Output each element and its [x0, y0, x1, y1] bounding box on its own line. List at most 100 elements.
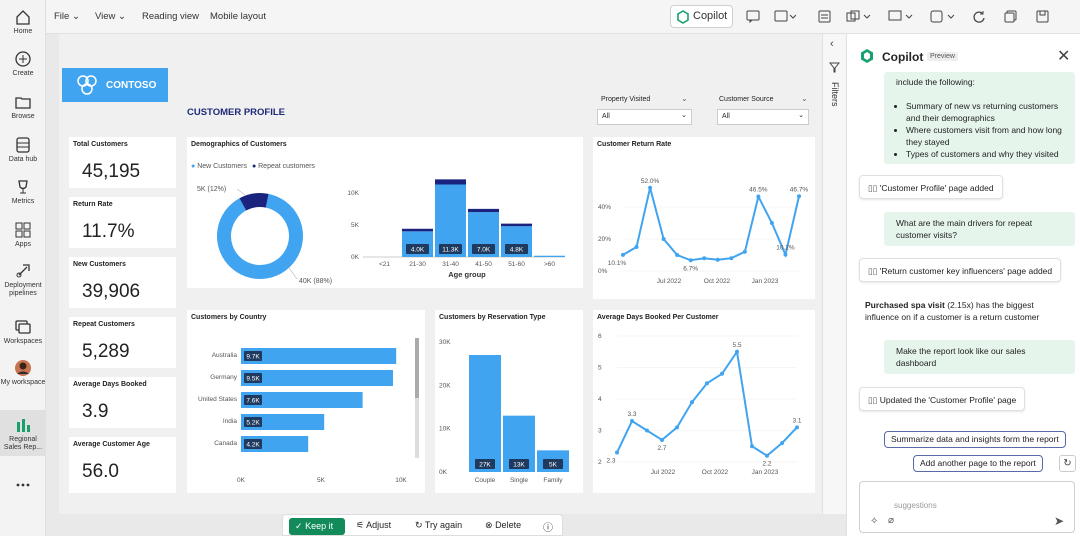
info-icon[interactable]: ⓘ	[543, 523, 553, 534]
filters-pane[interactable]: ‹ Filters	[822, 34, 846, 514]
kpi-card[interactable]: Average Customer Age 56.0	[69, 437, 176, 493]
kpi-card[interactable]: Return Rate 11.7%	[69, 197, 176, 248]
data-label: 4.8K	[510, 247, 524, 254]
filter-select[interactable]: All ⌄	[717, 109, 809, 125]
refresh-suggestions-icon[interactable]: ↻	[1059, 455, 1076, 472]
avg-days-visual[interactable]: Average Days Booked Per Customer 2 3 4 5 6 2.…	[593, 310, 815, 493]
filter-select[interactable]: All ⌄	[597, 109, 692, 125]
kpi-card[interactable]: Average Days Booked 3.9	[69, 377, 176, 428]
reading-view-button[interactable]: Reading view	[142, 11, 200, 22]
filter-icon	[829, 62, 840, 73]
nav-item-report[interactable]: Regional Sales Rep...	[0, 410, 46, 456]
try-again-button[interactable]: ↻ Try again	[415, 520, 462, 531]
x-tick-label: Single	[510, 477, 528, 484]
adjust-label: Adjust	[366, 520, 392, 530]
kpi-card[interactable]: New Customers 39,906	[69, 257, 176, 308]
data-label: 7.0K	[477, 247, 491, 254]
copilot-action-bar: ✓ Keep it ⚟ Adjust ↻ Try again ⊗ Delete …	[282, 514, 563, 536]
close-icon[interactable]: ✕	[1057, 48, 1071, 65]
preview-badge: Preview	[927, 52, 958, 61]
filter-value: All	[602, 113, 610, 120]
country-visual[interactable]: Customers by Country Australia 9.7K German…	[187, 310, 425, 493]
message-item: Where customers visit from and how long …	[906, 124, 1067, 148]
data-point	[795, 425, 799, 430]
view-menu[interactable]: View ⌄	[95, 11, 127, 22]
data-label: 5.5	[732, 342, 741, 349]
datahub-icon	[16, 137, 30, 153]
filter-property-visited[interactable]: Property Visited ⌄ All ⌄	[597, 94, 692, 126]
kpi-card[interactable]: Repeat Customers 5,289	[69, 317, 176, 368]
save-icon[interactable]	[1036, 10, 1049, 23]
data-label-bg	[244, 395, 262, 405]
filter-customer-source[interactable]: Customer Source ⌄ All ⌄	[717, 94, 809, 126]
keep-it-button[interactable]: ✓ Keep it	[289, 518, 345, 535]
nav-item-create[interactable]: Create	[0, 50, 46, 78]
legend-label: Repeat customers	[258, 163, 315, 170]
suggestion-summarize[interactable]: Summarize data and insights form the rep…	[884, 431, 1066, 448]
sparkle-icon[interactable]: ✧	[870, 516, 879, 527]
data-label: 3.1	[792, 417, 801, 424]
x-tick-label: Jan 2023	[752, 278, 779, 285]
y-tick-label: Canada	[214, 440, 237, 447]
bar-germany	[241, 370, 393, 386]
x-tick-label: 5K	[317, 477, 326, 484]
chat-input[interactable]: suggestions ✧ ⌀ ➤	[859, 481, 1075, 533]
data-label-bg	[244, 373, 262, 383]
data-point	[688, 258, 693, 263]
share-icon[interactable]	[846, 10, 872, 23]
reservation-visual[interactable]: Customers by Reservation Type 0K 10K 20K 30…	[435, 310, 583, 493]
nav-item-deployment[interactable]: Deployment pipelines	[0, 262, 46, 298]
nav-item-apps[interactable]: Apps	[0, 221, 46, 249]
nav-item-metrics[interactable]: Metrics	[0, 178, 46, 206]
copilot-title: Copilot	[882, 50, 924, 64]
nav-item-browse[interactable]: Browse	[0, 93, 46, 121]
nav-item-label: Create	[12, 70, 34, 77]
response-chip-2[interactable]: ▯▯ 'Return customer key influencers' pag…	[859, 258, 1062, 282]
nav-item-home[interactable]: Home	[0, 8, 46, 36]
y-tick-label: Australia	[212, 352, 238, 359]
message-item: Summary of new vs returning customers an…	[906, 100, 1067, 124]
present-icon[interactable]	[888, 10, 914, 23]
report-page-icon: ▯▯	[868, 395, 878, 405]
keep-it-label: Keep it	[305, 521, 334, 531]
response-chip-1[interactable]: ▯▯ 'Customer Profile' page added	[859, 175, 1003, 199]
adjust-button[interactable]: ⚟ Adjust	[356, 520, 391, 531]
file-menu[interactable]: File ⌄	[54, 11, 80, 22]
nav-item-label: Home	[13, 28, 33, 35]
duplicate-icon[interactable]	[1004, 10, 1017, 23]
nav-item-datahub[interactable]: Data hub	[0, 136, 46, 164]
y-tick-label: United States	[198, 396, 238, 403]
data-label-bg	[244, 351, 262, 361]
delete-button[interactable]: ⊗ Delete	[485, 520, 521, 531]
mobile-layout-button[interactable]: Mobile layout	[210, 11, 266, 22]
export-icon[interactable]	[930, 10, 956, 23]
y-tick-label: 20K	[439, 382, 451, 389]
data-label-bg	[509, 459, 529, 469]
comment-icon[interactable]	[746, 10, 760, 23]
attach-icon[interactable]: ⌀	[888, 515, 895, 526]
response-chip-3[interactable]: ▯▯ Updated the 'Customer Profile' page	[859, 387, 1026, 411]
reservation-bar-chart: 0K 10K 20K 30K 27K Couple 13K Single 5K Family	[439, 339, 569, 484]
notes-icon[interactable]	[818, 10, 831, 23]
nav-item-avatar[interactable]: My workspace	[0, 359, 46, 387]
collapse-icon[interactable]: ‹	[830, 38, 834, 50]
view-options-icon[interactable]	[774, 10, 796, 23]
kpi-card[interactable]: Total Customers 45,195	[69, 137, 176, 188]
suggestion-add-page[interactable]: Add another page to the report	[913, 455, 1043, 472]
send-icon[interactable]: ➤	[1054, 514, 1065, 528]
x-tick-label: 10K	[395, 477, 407, 484]
data-point	[797, 194, 801, 199]
return-rate-visual[interactable]: Customer Return Rate 0% 20% 40% 10.1% 52.0% 6…	[593, 137, 815, 299]
refresh-icon[interactable]	[972, 10, 986, 24]
demographics-visual[interactable]: Demographics of Customers ● New Customer…	[187, 137, 583, 288]
copilot-button[interactable]: Copilot	[670, 5, 733, 28]
filter-label: Property Visited	[601, 96, 651, 103]
nav-item-more[interactable]	[0, 476, 46, 496]
x-tick-label: 41-50	[475, 261, 492, 268]
data-point	[720, 371, 724, 376]
bar-repeat-51-60	[501, 223, 532, 227]
kpi-value: 5,289	[82, 341, 130, 362]
chip-label: Updated the 'Customer Profile' page	[879, 395, 1017, 405]
nav-item-workspaces[interactable]: Workspaces	[0, 318, 46, 346]
metrics-icon	[18, 180, 28, 194]
